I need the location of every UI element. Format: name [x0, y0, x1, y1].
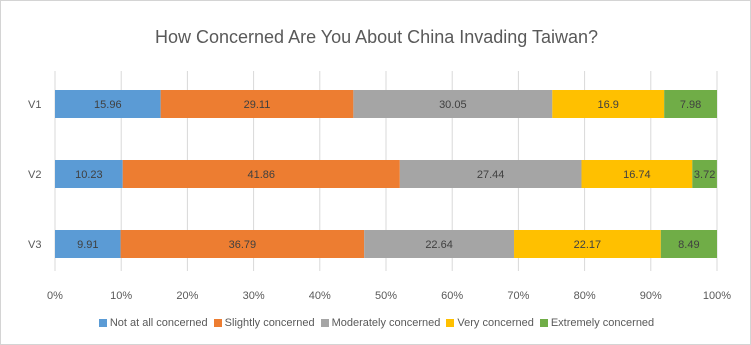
- legend-swatch: [98, 319, 107, 327]
- legend-swatch: [539, 319, 548, 327]
- bar-segment: [692, 160, 717, 188]
- chart-title: How Concerned Are You About China Invadi…: [155, 27, 598, 47]
- data-label: 16.74: [623, 169, 651, 181]
- value-axis-tick-labels: 0% 10% 20% 30% 40% 50% 60% 70% 80% 90% 100%: [47, 290, 731, 302]
- category-label: V3: [28, 239, 41, 251]
- data-label: 30.05: [439, 99, 467, 111]
- x-tick-label: 0%: [47, 290, 63, 302]
- x-tick-label: 50%: [375, 290, 397, 302]
- data-label: 9.91: [77, 239, 98, 251]
- bar-segment: [364, 230, 515, 258]
- legend-label: Slightly concerned: [224, 317, 315, 329]
- category-label: V2: [28, 169, 41, 181]
- bar-segment: [353, 90, 553, 118]
- x-tick-label: 80%: [574, 290, 596, 302]
- x-tick-label: 30%: [243, 290, 265, 302]
- bar-segment: [514, 230, 661, 258]
- category-label: V1: [28, 99, 41, 111]
- bar-segment: [581, 160, 693, 188]
- bar-segment: [160, 90, 354, 118]
- data-label: 29.11: [244, 99, 271, 111]
- legend-item: Very concerned: [446, 317, 534, 329]
- x-tick-label: 10%: [110, 290, 132, 302]
- legend-label: Extremely concerned: [550, 317, 655, 329]
- category-axis-labels: V1 V2 V3: [28, 99, 41, 251]
- data-label: 36.79: [229, 239, 257, 251]
- bar-segment: [120, 230, 365, 258]
- data-label: 8.49: [678, 239, 699, 251]
- data-label: 3.72: [694, 169, 715, 181]
- data-label: 22.17: [574, 239, 602, 251]
- x-tick-label: 20%: [176, 290, 198, 302]
- x-tick-label: 60%: [441, 290, 463, 302]
- legend-label: Moderately concerned: [331, 317, 441, 329]
- legend-item: Slightly concerned: [213, 317, 315, 329]
- x-tick-label: 40%: [309, 290, 331, 302]
- legend-swatch: [213, 319, 222, 327]
- data-label: 15.96: [94, 99, 122, 111]
- bars: [55, 90, 717, 258]
- bar-segment: [552, 90, 665, 118]
- legend-item: Moderately concerned: [320, 317, 441, 329]
- legend-label: Not at all concerned: [109, 317, 208, 329]
- bar-segment: [660, 230, 717, 258]
- data-label: 22.64: [425, 239, 453, 251]
- bar-segment: [55, 90, 161, 118]
- legend-item: Extremely concerned: [539, 317, 655, 329]
- legend-label: Very concerned: [457, 317, 534, 329]
- data-label: 27.44: [477, 169, 505, 181]
- data-label: 16.9: [598, 99, 619, 111]
- bar-segment: [55, 230, 121, 258]
- data-label: 41.86: [248, 169, 276, 181]
- data-label: 10.23: [75, 169, 103, 181]
- data-labels: 15.96 29.11 30.05 16.9 7.98 10.23 41.86 27.44 16…: [75, 99, 715, 251]
- x-tick-label: 90%: [640, 290, 662, 302]
- legend: Not at all concerned Slightly concerned Mo…: [1, 317, 751, 329]
- bar-segment: [122, 160, 400, 188]
- bar-segment: [664, 90, 717, 118]
- data-label: 7.98: [680, 99, 701, 111]
- bar-segment: [399, 160, 582, 188]
- legend-swatch: [320, 319, 329, 327]
- x-tick-label: 70%: [507, 290, 529, 302]
- x-tick-label: 100%: [703, 290, 731, 302]
- legend-swatch: [446, 319, 455, 327]
- legend-item: Not at all concerned: [98, 317, 208, 329]
- bar-segment: [55, 160, 123, 188]
